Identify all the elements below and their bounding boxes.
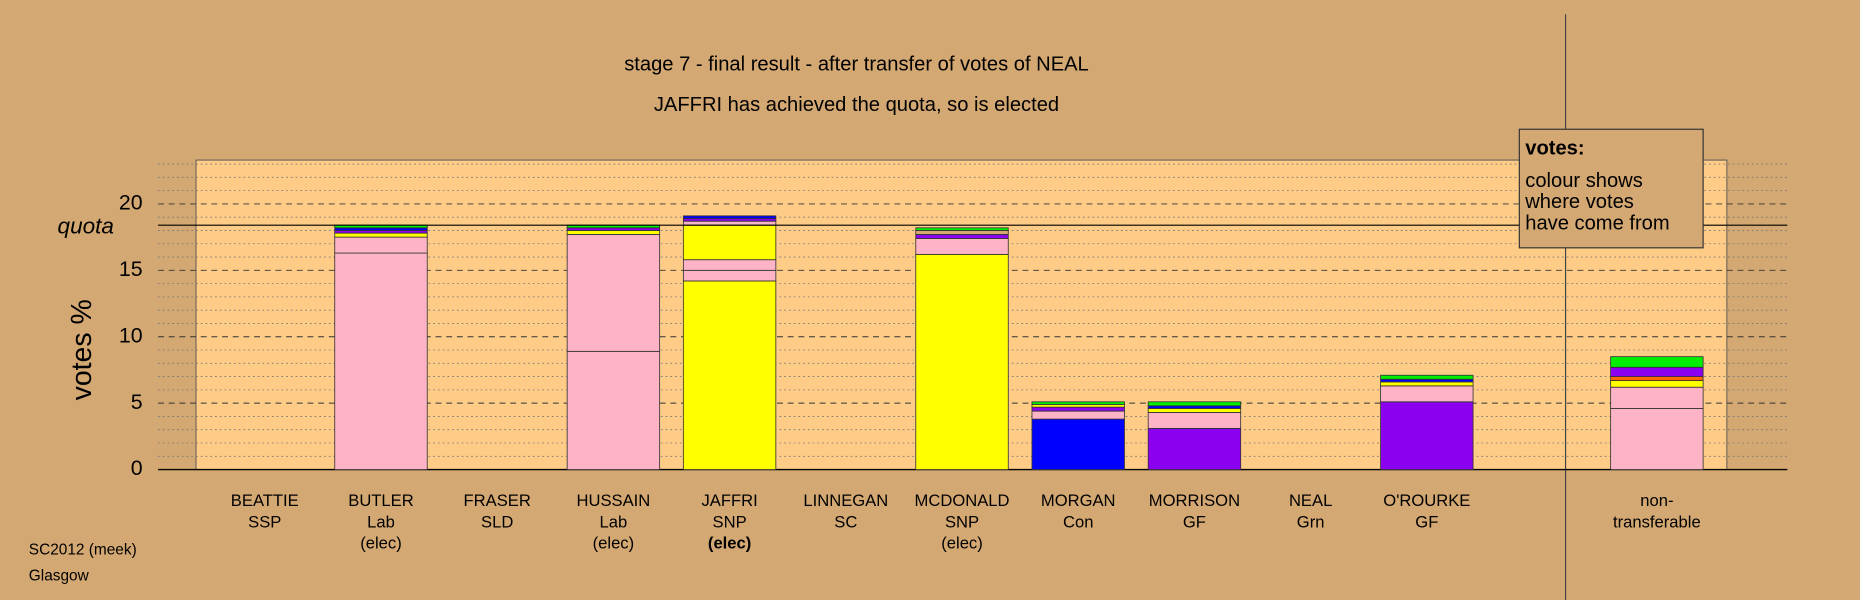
bar-segment	[334, 232, 428, 238]
party-label: SLD	[481, 512, 513, 531]
footer-line: SC2012 (meek)	[29, 541, 137, 558]
x-tick-label: HUSSAIN	[577, 491, 651, 510]
party-label: Lab	[600, 512, 628, 531]
bar-segment	[915, 253, 1009, 470]
bar-segment	[1147, 412, 1242, 429]
bar-segment	[682, 280, 777, 470]
y-tick-label: 20	[119, 191, 143, 215]
legend-title: votes:	[1525, 138, 1584, 160]
quota-label: quota	[58, 214, 114, 239]
bar-segment	[334, 236, 428, 254]
party-label: Grn	[1297, 512, 1325, 531]
chart-subtitle: JAFFRI has achieved the quota, so is ele…	[654, 94, 1059, 116]
y-axis-label: votes %	[66, 299, 98, 400]
x-tick-label: MORRISON	[1149, 491, 1240, 510]
bar-segment	[1380, 381, 1474, 387]
bar-segment	[1380, 401, 1474, 470]
x-tick-label: O'ROURKE	[1383, 491, 1470, 510]
bar-segment	[566, 234, 661, 352]
bar-segment	[1610, 366, 1704, 378]
bar-segment	[1380, 374, 1474, 380]
bar-segment	[566, 350, 661, 470]
y-tick-label: 5	[131, 390, 143, 414]
bar-segment	[1031, 401, 1125, 405]
party-label: SNP	[945, 512, 979, 531]
bar-segment	[682, 269, 777, 282]
y-tick-label: 0	[131, 456, 143, 480]
bar-segment	[1147, 408, 1242, 413]
legend-box	[1518, 128, 1704, 249]
x-tick-label: non-	[1640, 491, 1673, 510]
x-tick-label: LINNEGAN	[803, 491, 888, 510]
party-label: SNP	[713, 512, 747, 531]
bar-segment	[566, 230, 661, 235]
bar-segment	[1031, 406, 1125, 412]
bar-segment	[1610, 408, 1704, 470]
party-label: Lab	[367, 512, 395, 531]
bar-segment	[1031, 418, 1125, 470]
legend-text: have come from	[1525, 212, 1669, 234]
bar-segment	[682, 224, 777, 261]
bar-segment	[1610, 356, 1704, 368]
party-label: GF	[1415, 512, 1438, 531]
bar-segment	[1610, 380, 1704, 388]
bar-segment	[1380, 385, 1474, 403]
x-tick-label: transferable	[1613, 512, 1701, 531]
party-label: Con	[1063, 512, 1093, 531]
bar-segment	[915, 238, 1009, 255]
y-tick-label: 10	[119, 323, 143, 347]
status-label: (elec)	[941, 534, 983, 553]
y-tick-label: 15	[119, 257, 143, 281]
bar-segment	[1610, 376, 1704, 381]
bar-segment	[1031, 410, 1125, 420]
status-label: (elec)	[593, 534, 635, 553]
party-label: SSP	[248, 512, 281, 531]
bar-segment	[1610, 386, 1704, 409]
bar-segment	[682, 220, 777, 226]
status-label: (elec)	[360, 534, 402, 553]
status-label: (elec)	[708, 534, 751, 553]
x-tick-label: BEATTIE	[231, 491, 299, 510]
bar-segment	[334, 252, 428, 470]
footer-line: Glasgow	[29, 567, 90, 584]
party-label: GF	[1183, 512, 1206, 531]
bar-segment	[682, 215, 777, 219]
x-tick-label: BUTLER	[348, 491, 413, 510]
party-label: SC	[834, 512, 857, 531]
x-tick-label: MCDONALD	[915, 491, 1010, 510]
x-tick-label: JAFFRI	[701, 491, 757, 510]
bar-segment	[682, 259, 777, 271]
bar-segment	[915, 227, 1009, 231]
x-tick-label: NEAL	[1289, 491, 1332, 510]
bar-segment	[1147, 401, 1242, 407]
chart-title: stage 7 - final result - after transfer …	[624, 54, 1089, 76]
legend-text: where votes	[1524, 191, 1634, 213]
bar-segment	[915, 230, 1009, 235]
bar-segment	[915, 234, 1009, 239]
bar-segment	[1147, 427, 1242, 470]
x-tick-label: FRASER	[464, 491, 531, 510]
legend-text: colour shows	[1525, 170, 1643, 192]
x-tick-label: MORGAN	[1041, 491, 1116, 510]
